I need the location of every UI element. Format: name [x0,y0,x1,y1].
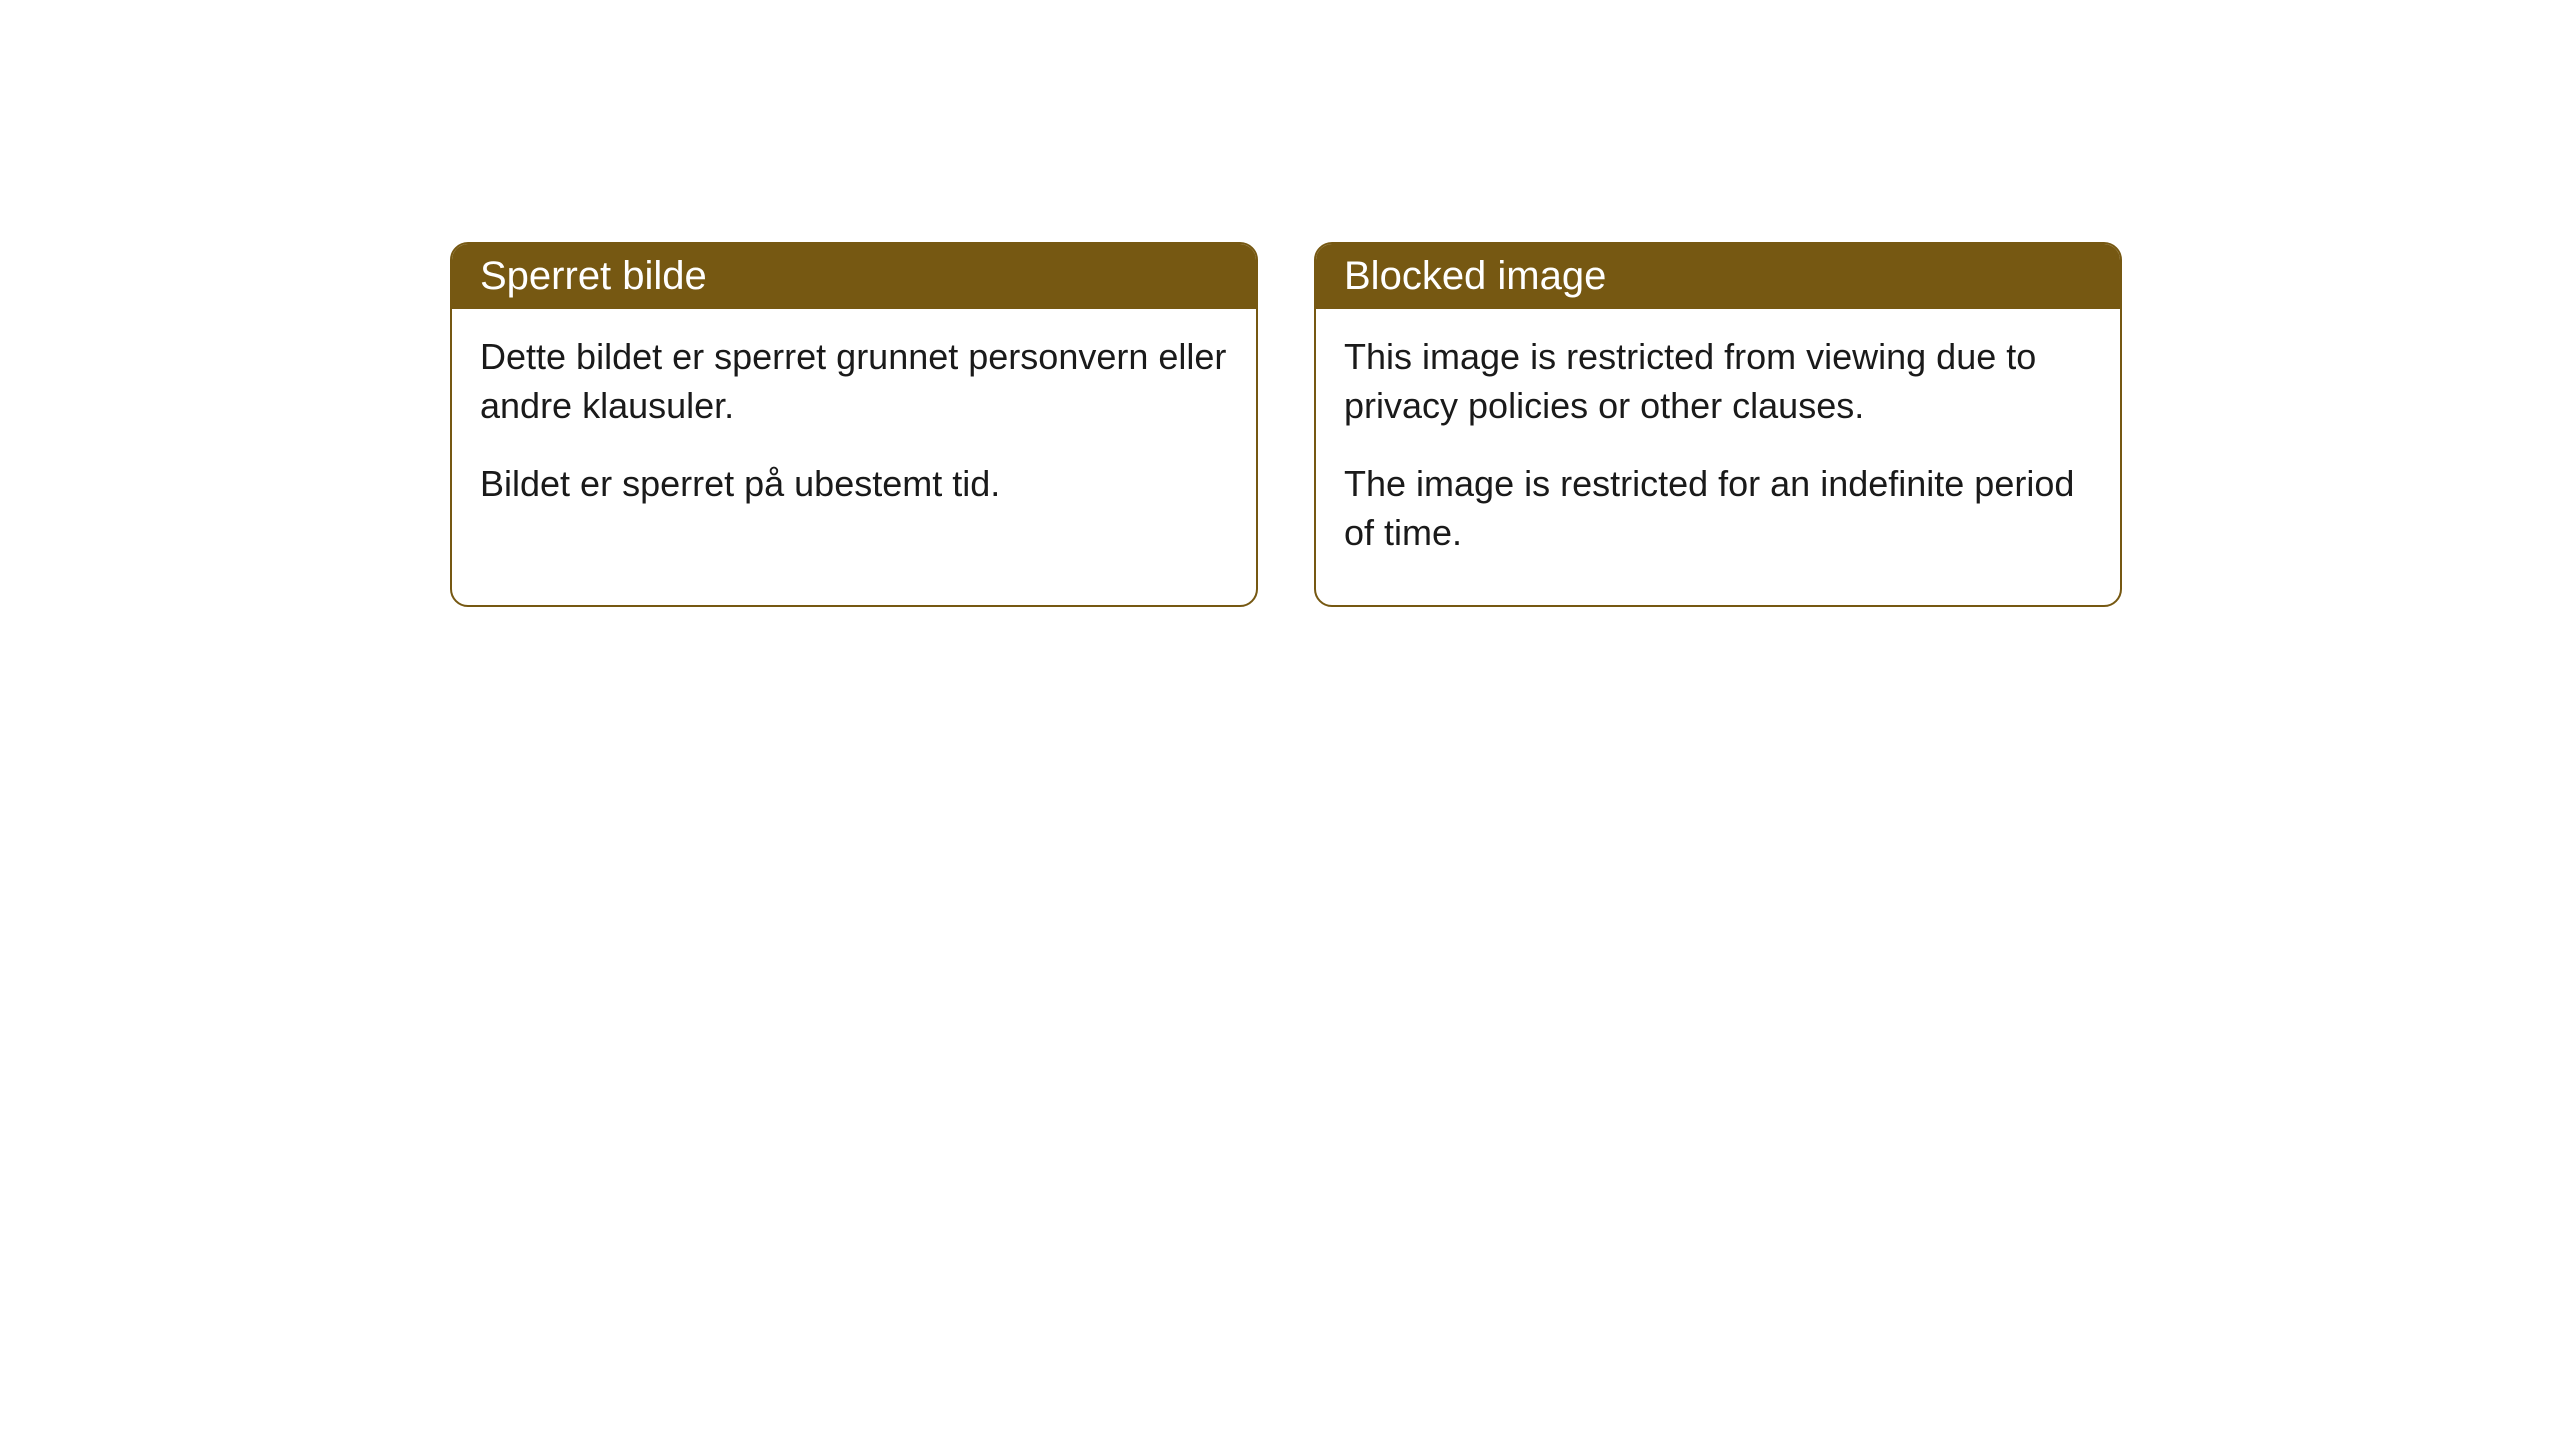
card-header-norwegian: Sperret bilde [452,244,1256,309]
card-title: Sperret bilde [480,254,707,298]
notice-cards-container: Sperret bilde Dette bildet er sperret gr… [0,0,2560,607]
notice-card-english: Blocked image This image is restricted f… [1314,242,2122,607]
card-body-norwegian: Dette bildet er sperret grunnet personve… [452,309,1256,557]
card-body-english: This image is restricted from viewing du… [1316,309,2120,605]
card-paragraph-2: Bildet er sperret på ubestemt tid. [480,460,1228,509]
card-header-english: Blocked image [1316,244,2120,309]
card-paragraph-1: This image is restricted from viewing du… [1344,333,2092,430]
card-title: Blocked image [1344,254,1606,298]
card-paragraph-1: Dette bildet er sperret grunnet personve… [480,333,1228,430]
notice-card-norwegian: Sperret bilde Dette bildet er sperret gr… [450,242,1258,607]
card-paragraph-2: The image is restricted for an indefinit… [1344,460,2092,557]
